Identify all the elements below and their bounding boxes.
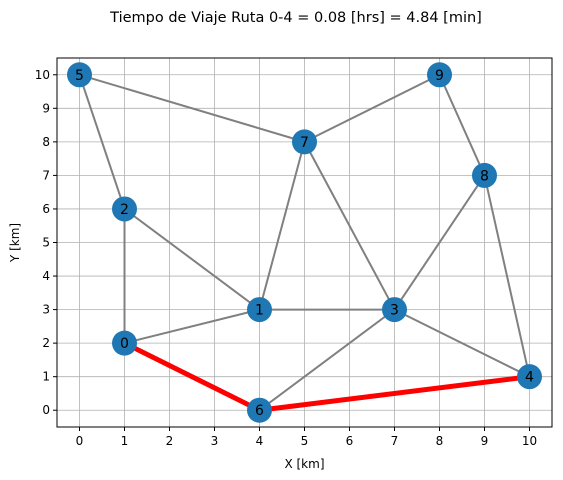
- edge-3-6: [258, 308, 396, 412]
- node-label-0: 0: [120, 336, 129, 352]
- node-7: [292, 129, 317, 155]
- edge-5-2: [78, 74, 126, 210]
- y-tick-label: 3: [42, 303, 50, 317]
- y-tick-label: 4: [42, 269, 50, 283]
- edge-7-3: [303, 141, 396, 311]
- chart-title: Tiempo de Viaje Ruta 0-4 = 0.08 [hrs] = …: [109, 10, 482, 26]
- node-6: [247, 397, 272, 423]
- node-0: [112, 330, 137, 356]
- node-label-7: 7: [300, 135, 309, 151]
- y-tick-label: 9: [42, 101, 50, 115]
- edge-3-4: [394, 308, 530, 378]
- path-edge-0-6: [123, 340, 261, 413]
- y-tick-label: 8: [42, 135, 50, 149]
- highlighted-path-group: [123, 340, 530, 413]
- node-1: [247, 297, 272, 323]
- y-tick-label: 1: [42, 370, 50, 384]
- edge-2-1: [123, 208, 261, 311]
- edge-5-7: [79, 73, 305, 143]
- edge-7-9: [304, 73, 440, 143]
- edge-8-4: [483, 175, 531, 377]
- y-tick-label: 7: [42, 168, 50, 182]
- node-label-5: 5: [75, 68, 84, 84]
- x-tick-label: 10: [522, 434, 537, 448]
- node-8: [472, 162, 497, 188]
- x-axis-label: X [km]: [284, 457, 324, 471]
- y-tick-label: 10: [35, 68, 50, 82]
- edge-1-7: [258, 141, 306, 310]
- y-tick-label: 6: [42, 202, 50, 216]
- x-tick-label: 4: [256, 434, 264, 448]
- x-tick-label: 8: [436, 434, 444, 448]
- x-tick-label: 0: [76, 434, 84, 448]
- x-tick-label: 1: [121, 434, 129, 448]
- node-label-8: 8: [480, 168, 489, 184]
- y-tick-label: 5: [42, 236, 50, 250]
- node-label-6: 6: [255, 403, 264, 419]
- x-tick-label: 7: [391, 434, 399, 448]
- x-tick-label: 2: [166, 434, 174, 448]
- path-edge-6-4: [259, 374, 530, 413]
- node-label-4: 4: [525, 370, 534, 386]
- grid-lines: [57, 58, 552, 427]
- nodes-group: 0 1 2 3 4 5 6 7 8 9: [67, 62, 542, 423]
- x-tick-label: 3: [211, 434, 219, 448]
- x-tick-label: 5: [301, 434, 309, 448]
- node-2: [112, 196, 137, 222]
- node-4: [517, 364, 542, 390]
- edge-9-8: [438, 74, 486, 176]
- node-3: [382, 297, 407, 323]
- y-tick-label: 2: [42, 336, 50, 350]
- edge-0-1: [124, 308, 260, 345]
- node-label-1: 1: [255, 303, 264, 319]
- node-5: [67, 62, 92, 88]
- y-tick-label: 0: [42, 403, 50, 417]
- node-label-2: 2: [120, 202, 129, 218]
- node-label-9: 9: [435, 68, 444, 84]
- x-tick-label: 9: [481, 434, 489, 448]
- x-tick-label: 6: [346, 434, 354, 448]
- node-label-3: 3: [390, 303, 399, 319]
- edge-8-3: [393, 174, 486, 311]
- node-9: [427, 62, 452, 88]
- y-axis-label: Y [km]: [8, 223, 22, 263]
